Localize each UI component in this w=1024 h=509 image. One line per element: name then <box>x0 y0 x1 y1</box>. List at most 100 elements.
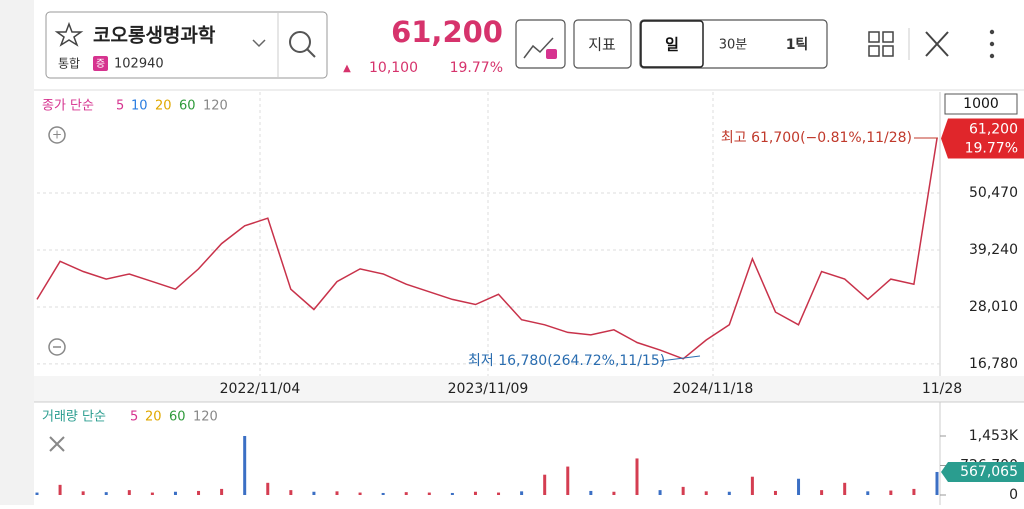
indicator-label: 지표 <box>588 36 616 54</box>
change-pct: 19.77% <box>450 60 503 76</box>
volume-bar <box>450 492 454 495</box>
indicator-button[interactable] <box>573 19 632 69</box>
volume-bar <box>58 484 62 495</box>
legend-period: 60 <box>179 99 196 114</box>
star-icon[interactable] <box>54 21 84 47</box>
zoom-in[interactable] <box>48 126 66 144</box>
price-tag <box>941 118 1024 159</box>
volume-bar <box>773 490 777 495</box>
volume-bar <box>173 491 177 495</box>
volume-bar <box>866 491 870 495</box>
volume-legend-period: 120 <box>193 410 218 425</box>
search-box[interactable] <box>45 11 328 79</box>
legend-label: 종가 단순 <box>42 99 94 114</box>
volume-bar <box>843 482 847 495</box>
volume-bar <box>612 491 616 495</box>
volume-bar <box>150 492 154 495</box>
x-label: 2024/11/18 <box>673 381 754 397</box>
volume-bar <box>243 435 247 495</box>
volume-legend-period: 60 <box>169 410 186 425</box>
change-arrow: ▲ <box>343 63 351 74</box>
change: 10,100 <box>369 60 418 76</box>
play-icon <box>546 49 557 59</box>
volume-bar <box>658 490 662 495</box>
period-day[interactable]: 일 <box>665 36 679 54</box>
volume-bar <box>104 492 108 495</box>
volume-bar <box>889 490 893 495</box>
legend-period: 20 <box>155 99 172 114</box>
x-label: 2022/11/04 <box>220 381 301 397</box>
volume-legend-period: 5 <box>130 410 138 425</box>
volume-bar <box>543 474 547 495</box>
x-label: 2023/11/09 <box>448 381 529 397</box>
interval: 1000 <box>963 96 999 112</box>
period-tick[interactable]: 1틱 <box>786 36 809 53</box>
price-line <box>36 138 938 360</box>
legend-period: 120 <box>203 99 228 114</box>
volume-bar <box>335 491 339 495</box>
zoom-out[interactable] <box>48 338 66 356</box>
volume-bar <box>81 491 85 495</box>
y-tick-label: 16,780 <box>969 356 1018 372</box>
volume-bar <box>35 492 39 495</box>
volume-bar <box>589 490 593 495</box>
volume-bar <box>220 488 224 495</box>
price-tag-pct: 19.77% <box>965 141 1018 157</box>
volume-bar <box>197 490 201 495</box>
volume-bar <box>704 491 708 495</box>
chart-button[interactable] <box>515 19 566 69</box>
y-tick-label: 50,470 <box>969 185 1018 201</box>
volume-bar <box>566 466 570 495</box>
legend-period: 10 <box>131 99 148 114</box>
legend-period: 5 <box>116 99 124 114</box>
x-label: 11/28 <box>922 381 962 397</box>
y-tick-label: 39,240 <box>969 242 1018 258</box>
code: 102940 <box>114 57 164 72</box>
volume-bar <box>473 491 477 495</box>
more-icon[interactable] <box>989 29 995 59</box>
volume-tag <box>941 461 1024 482</box>
price-tag-price: 61,200 <box>969 122 1018 138</box>
low-label: 최저 16,780(264.72%,11/15) <box>468 353 665 369</box>
high-label: 최고 61,700(−0.81%,11/28) <box>721 130 912 146</box>
date-axis-bg <box>34 376 1024 402</box>
volume-tag-label: 567,065 <box>960 464 1018 480</box>
badge-bg <box>93 56 108 71</box>
volume-bar <box>635 458 639 495</box>
search-icon-handle <box>306 48 316 58</box>
layout-icon[interactable] <box>868 31 894 57</box>
badge: 증 <box>96 58 105 70</box>
left-edge <box>0 0 34 505</box>
stock-name: 코오롱생명과학 <box>93 25 216 47</box>
volume-bar <box>427 492 431 495</box>
volume-bar <box>912 488 916 495</box>
close-volume[interactable] <box>49 436 65 452</box>
search-icon[interactable] <box>289 31 311 53</box>
volume-bar <box>935 471 939 495</box>
interval-box[interactable] <box>944 93 1018 115</box>
volume-bar <box>820 490 824 495</box>
volume-tick-label: 0 <box>1009 487 1018 503</box>
volume-bar <box>312 491 316 495</box>
dropdown[interactable] <box>252 39 266 48</box>
period-selected[interactable] <box>640 20 704 68</box>
volume-bar <box>266 482 270 495</box>
volume-bar <box>127 490 131 495</box>
volume-bar <box>497 492 501 495</box>
market: 통합 <box>58 57 80 71</box>
volume-tick-label: 1,453K <box>969 428 1019 444</box>
volume-bar <box>750 476 754 495</box>
period-30m[interactable]: 30분 <box>719 38 748 53</box>
tools-icon[interactable] <box>925 31 949 57</box>
volume-bar <box>358 492 362 495</box>
volume-legend-period: 20 <box>145 410 162 425</box>
price: 61,200 <box>391 15 503 49</box>
zoom-in-plus: + <box>52 128 62 142</box>
volume-bar <box>289 490 293 495</box>
volume-bar <box>681 486 685 495</box>
y-tick-label: 28,010 <box>969 299 1018 315</box>
volume-bar <box>727 491 731 495</box>
